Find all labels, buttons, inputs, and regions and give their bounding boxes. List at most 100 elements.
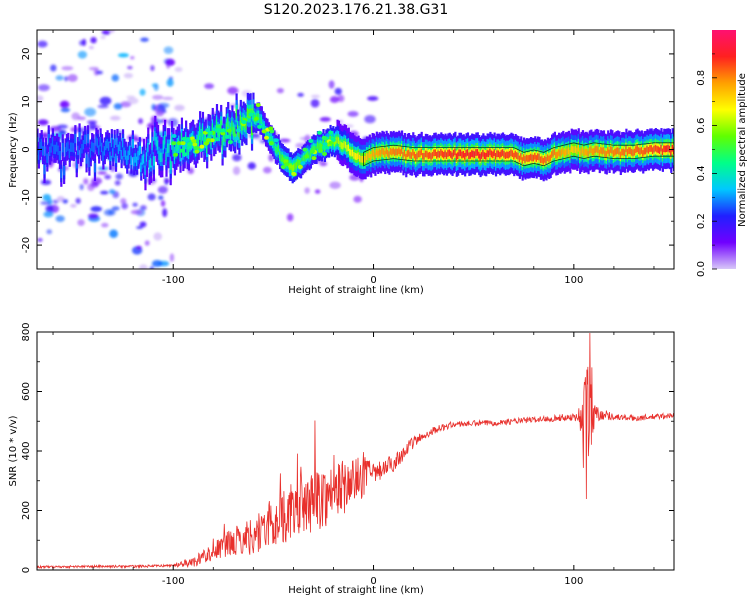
spectrogram-noise-blob xyxy=(62,199,68,204)
spectrogram-ridge-cell xyxy=(250,125,254,136)
spectrogram-noise-blob xyxy=(138,118,144,125)
spectrogram-ridge-cell xyxy=(385,147,388,155)
spectrogram-ridge-cell xyxy=(503,150,506,158)
spectrogram-ridge-cell xyxy=(395,148,398,156)
spectrogram-noise-blob xyxy=(46,229,53,235)
spectrogram-ridge-cell xyxy=(294,162,297,170)
spectrogram-ridge-cell xyxy=(56,142,59,152)
spectrogram-ridge-cell xyxy=(358,154,362,162)
spectrogram-noise-blob xyxy=(144,240,150,246)
spectrogram-ridge-cell xyxy=(43,164,46,175)
spectrogram-ridge-cell xyxy=(68,148,71,159)
spectrogram-ridge-cell xyxy=(367,153,370,161)
spectrogram-ridge-cell xyxy=(103,146,106,156)
spectrogram-ridge-blob xyxy=(198,147,204,152)
spectrogram-ridge-cell xyxy=(318,143,321,151)
spectrogram-ridge-cell xyxy=(148,159,151,170)
spectrogram-ridge-cell xyxy=(642,150,645,157)
spectrogram-ridge-blob xyxy=(191,139,197,144)
spectrogram-ridge-cell xyxy=(465,149,468,157)
spectrogram-ridge-cell xyxy=(141,155,144,165)
snr-plot: -100 0 100 0 200 400 600 800 Height of straight… xyxy=(8,322,675,596)
spectrogram-noise-blob xyxy=(60,107,71,113)
spectrogram-noise-blob xyxy=(79,183,84,191)
spectrogram-ridge-cell xyxy=(602,147,606,154)
spectrogram-noise-blob xyxy=(99,96,112,106)
spectrogram-noise-blob xyxy=(228,103,240,108)
spectrogram-noise-blob xyxy=(50,64,57,72)
spectrogram-ridge-blob xyxy=(284,162,290,167)
spectrogram-ridge-cell xyxy=(93,163,97,173)
spectrogram-noise-blob xyxy=(297,92,304,97)
spectrogram-ridge-cell xyxy=(124,150,127,160)
spectrogram-ridge-cell xyxy=(378,148,381,156)
snr-ticks: -100 0 100 0 200 400 600 800 xyxy=(21,322,674,587)
snr-x-tick-label: -100 xyxy=(162,576,185,587)
spectrogram-ridge-cell xyxy=(165,151,168,162)
spectrogram-ridge-cell xyxy=(573,146,576,154)
spectrogram-ridge-cell xyxy=(518,155,521,163)
spectrogram-ridge-cell xyxy=(500,150,503,157)
spectrogram-ridge-cell xyxy=(374,152,377,160)
spectrogram-ridge-cell xyxy=(335,137,338,145)
spectrogram-ridge-cell xyxy=(654,144,657,152)
spectrogram-y-tick-label: -20 xyxy=(21,237,32,253)
spectrogram-noise-blob xyxy=(227,86,239,95)
spectrogram-ridge-cell xyxy=(400,147,404,154)
spectrogram-ridge-cell xyxy=(448,149,451,157)
spectrogram-ridge-cell xyxy=(587,150,590,158)
spectrogram-ridge-cell xyxy=(121,137,125,148)
spectrogram-ridge-cell xyxy=(628,147,631,154)
spectrogram-noise-blob xyxy=(147,193,156,201)
spectrogram-ridge-cell xyxy=(215,119,219,129)
spectrogram-ridge-blob xyxy=(308,139,314,144)
spectrogram-ridge-cell xyxy=(343,140,346,148)
spectrogram-ridge-cell xyxy=(542,157,545,165)
spectrogram-ridge-cell xyxy=(266,129,269,137)
spectrogram-ridge-cell xyxy=(479,153,482,161)
spectrogram-ridge-cell xyxy=(637,147,641,154)
spectrogram-noise-blob xyxy=(155,110,164,117)
spectrogram-ridge-cell xyxy=(600,146,603,154)
spectrogram-ridge-cell xyxy=(257,113,261,121)
spectrogram-ridge-cell xyxy=(524,156,527,163)
spectrogram-noise-blob xyxy=(174,104,185,111)
spectrogram-ridge-cell xyxy=(270,136,273,144)
spectrogram-ridge-cell xyxy=(231,120,234,131)
spectrogram-noise-blob xyxy=(364,115,376,124)
spectrogram-ridge-cell xyxy=(63,165,66,176)
spectrogram-ridge-blob xyxy=(268,126,274,131)
snr-y-tick-label: 0 xyxy=(21,567,32,573)
spectrogram-ridge-blob xyxy=(220,131,226,136)
spectrogram-ridge-cell xyxy=(430,153,433,160)
spectrogram-ridge-cell xyxy=(640,147,643,154)
spectrogram-ridge-blob xyxy=(330,137,336,142)
spectrogram-ridge-cell xyxy=(137,150,140,161)
snr-y-tick-label: 200 xyxy=(21,501,32,520)
spectrogram-ridge-cell xyxy=(263,123,266,131)
spectrogram-ridge-cell xyxy=(225,122,228,132)
spectrogram-ridge-cell xyxy=(91,141,94,152)
spectrogram-ridge-cell xyxy=(577,144,580,152)
spectrogram-y-tick-label: 20 xyxy=(21,48,32,61)
spectrogram-ridge-cell xyxy=(633,148,636,156)
spectrogram-ridge-blob xyxy=(214,137,220,142)
spectrogram-ridge-blob xyxy=(204,141,210,146)
spectrogram-ridge-cell xyxy=(154,131,157,141)
spectrogram-ridge-cell xyxy=(469,151,472,159)
spectrogram-ridge-cell xyxy=(319,142,322,150)
spectrogram-ridge-cell xyxy=(511,150,514,158)
spectrogram-ridge-cell xyxy=(590,146,593,154)
spectrogram-noise-blob xyxy=(162,208,168,218)
spectrogram-ridge-cell xyxy=(316,142,320,149)
spectrogram-noise-blob xyxy=(118,302,127,306)
spectrogram-ridge-cell xyxy=(135,156,139,166)
spectrogram-ridge-cell xyxy=(350,149,353,157)
spectrogram-ridge-cell xyxy=(671,144,674,152)
spectrogram-ridge-cell xyxy=(301,157,304,165)
spectrogram-ridge-cell xyxy=(126,155,129,165)
spectrogram-ridge-cell xyxy=(98,145,101,155)
spectrogram-noise-blob xyxy=(247,162,256,170)
